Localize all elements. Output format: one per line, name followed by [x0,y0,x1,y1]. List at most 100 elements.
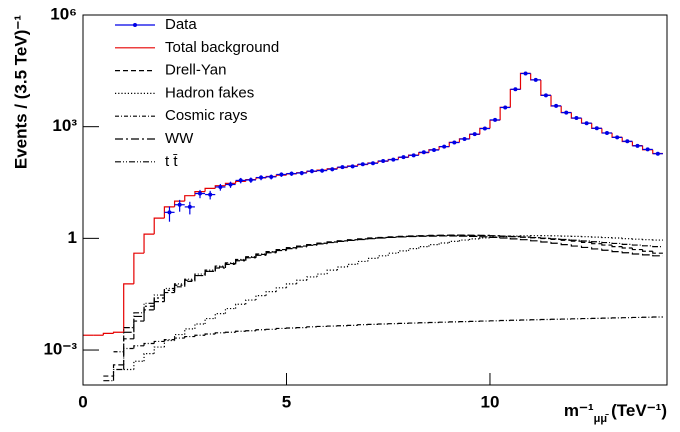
histogram-bin [407,248,419,251]
histogram-bin [153,297,165,307]
data-point [320,168,325,173]
x-tick-label: 0 [78,392,87,411]
histogram-bin [123,283,134,333]
histogram-bin [133,312,145,328]
histogram-bin [387,252,399,256]
histogram-bin [214,332,226,334]
histogram-bin [194,334,206,337]
histogram-bin [631,252,643,255]
histogram-bin [235,258,246,263]
histogram-bin [611,245,623,248]
data-point [269,174,274,179]
histogram-bin [357,324,368,326]
histogram-bin [316,273,328,277]
histogram-bin [204,333,216,336]
histogram-bin [560,243,572,246]
histogram-bin [153,340,165,344]
histogram-bin [641,239,653,241]
histogram-bin [235,303,246,309]
histogram-bin [163,339,175,342]
histogram-bin [570,239,582,241]
histogram-bin [214,265,226,271]
histogram-bin [540,237,552,239]
histogram-bin [652,245,663,248]
histogram-bin [458,239,470,242]
histogram-bin [306,276,318,281]
histogram-bin [611,242,623,245]
data-point [309,169,314,174]
histogram-bin [184,278,195,284]
histogram-bin [173,337,185,340]
legend-label: t t̄ [165,153,178,170]
data-point [442,144,447,149]
histogram-bin [296,279,307,284]
histogram-bin [296,245,307,248]
data-point [533,77,538,82]
histogram-bin [641,245,653,247]
data-point [289,171,294,176]
histogram-bin [621,243,633,245]
histogram-bin [652,254,663,257]
histogram-bin [265,291,277,296]
histogram-bin [387,236,399,238]
histogram-bin [275,287,287,292]
histogram-bin [336,266,348,271]
data-point [259,175,264,180]
data-point [493,117,498,122]
data-point [421,150,426,155]
histogram-bin [255,329,267,331]
data-point [564,110,569,115]
frame [82,14,668,386]
histogram-bin [133,345,145,349]
histogram-bin [184,195,195,202]
histogram-bin [641,253,653,256]
histogram-bin [143,233,155,254]
histogram-bin [173,283,185,289]
data-point [482,126,487,131]
data-point [594,126,599,131]
data-point [452,140,457,145]
data-point [370,161,375,166]
histogram-bin [102,332,114,336]
histogram-bin [631,238,643,240]
histogram-bin [591,247,602,250]
histogram-bin [224,262,236,267]
histogram-bin [611,250,623,253]
data-point [411,153,416,158]
y-tick-label: 1 [68,228,77,247]
histogram-bin [163,287,175,296]
histogram-bin [143,353,155,362]
data-point [655,151,660,156]
histogram-bin [601,243,613,246]
histogram-bin [377,255,389,259]
data-point [248,177,253,182]
histogram-bin [591,240,602,243]
data-point [350,164,355,169]
data-point [513,87,518,92]
histogram-bin [153,294,165,304]
legend-label: WW [165,130,194,147]
histogram-bin [377,237,389,239]
data-point [381,158,386,163]
histogram-bin [235,330,246,333]
histogram-bin [652,251,663,254]
histogram-bin [397,250,409,254]
histogram-bin [285,247,297,250]
y-tick-label: 10⁻³ [43,340,77,359]
histogram-bin [418,246,429,249]
histogram-bin [591,242,602,245]
histogram-bin [153,217,165,235]
histogram-bin [621,238,633,240]
histogram-bin [163,206,175,219]
histogram-bin [448,240,460,244]
histogram-bin [428,243,440,247]
x-tick-label: 5 [282,392,291,411]
data-point [279,172,284,177]
histogram-bin [143,302,155,313]
histogram-bin [265,251,277,254]
y-axis-title: Events / (3.5 TeV)⁻¹ [11,15,30,169]
histogram-bin [540,240,552,243]
histogram-bin [306,243,318,247]
histogram-bin [346,263,358,268]
plot-area [83,71,663,382]
